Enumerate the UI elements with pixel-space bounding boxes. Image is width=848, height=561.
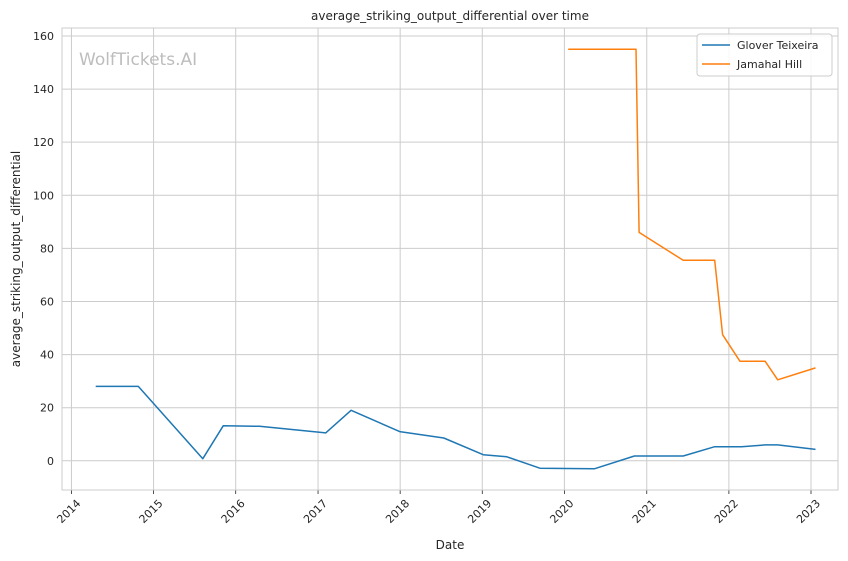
x-axis-label: Date xyxy=(436,538,465,552)
y-tick-label: 20 xyxy=(40,402,54,415)
y-tick-label: 120 xyxy=(33,136,54,149)
y-tick-label: 40 xyxy=(40,349,54,362)
y-tick-label: 160 xyxy=(33,30,54,43)
y-tick-label: 80 xyxy=(40,242,54,255)
legend: Glover Teixeira Jamahal Hill xyxy=(696,33,833,77)
series-line-jamahal-hill xyxy=(568,48,816,381)
y-tick-label: 140 xyxy=(33,83,54,96)
y-tick-label: 60 xyxy=(40,295,54,308)
grid-lines xyxy=(62,28,838,494)
series-lines xyxy=(95,48,816,470)
series-line-glover-teixeira xyxy=(95,385,816,470)
y-tick-label: 100 xyxy=(33,189,54,202)
y-tick-labels: 0 20 40 60 80 100 120 140 160 xyxy=(33,30,54,468)
y-tick-label: 0 xyxy=(47,455,54,468)
y-axis-label: average_striking_output_differential xyxy=(9,151,23,367)
legend-label-jamahal-hill: Jamahal Hill xyxy=(736,58,802,71)
watermark: WolfTickets.AI xyxy=(79,50,197,70)
plot-frame xyxy=(61,27,839,491)
legend-box xyxy=(696,33,833,77)
legend-label-glover-teixeira: Glover Teixeira xyxy=(737,39,819,52)
chart-title: average_striking_output_differential ove… xyxy=(311,9,589,23)
